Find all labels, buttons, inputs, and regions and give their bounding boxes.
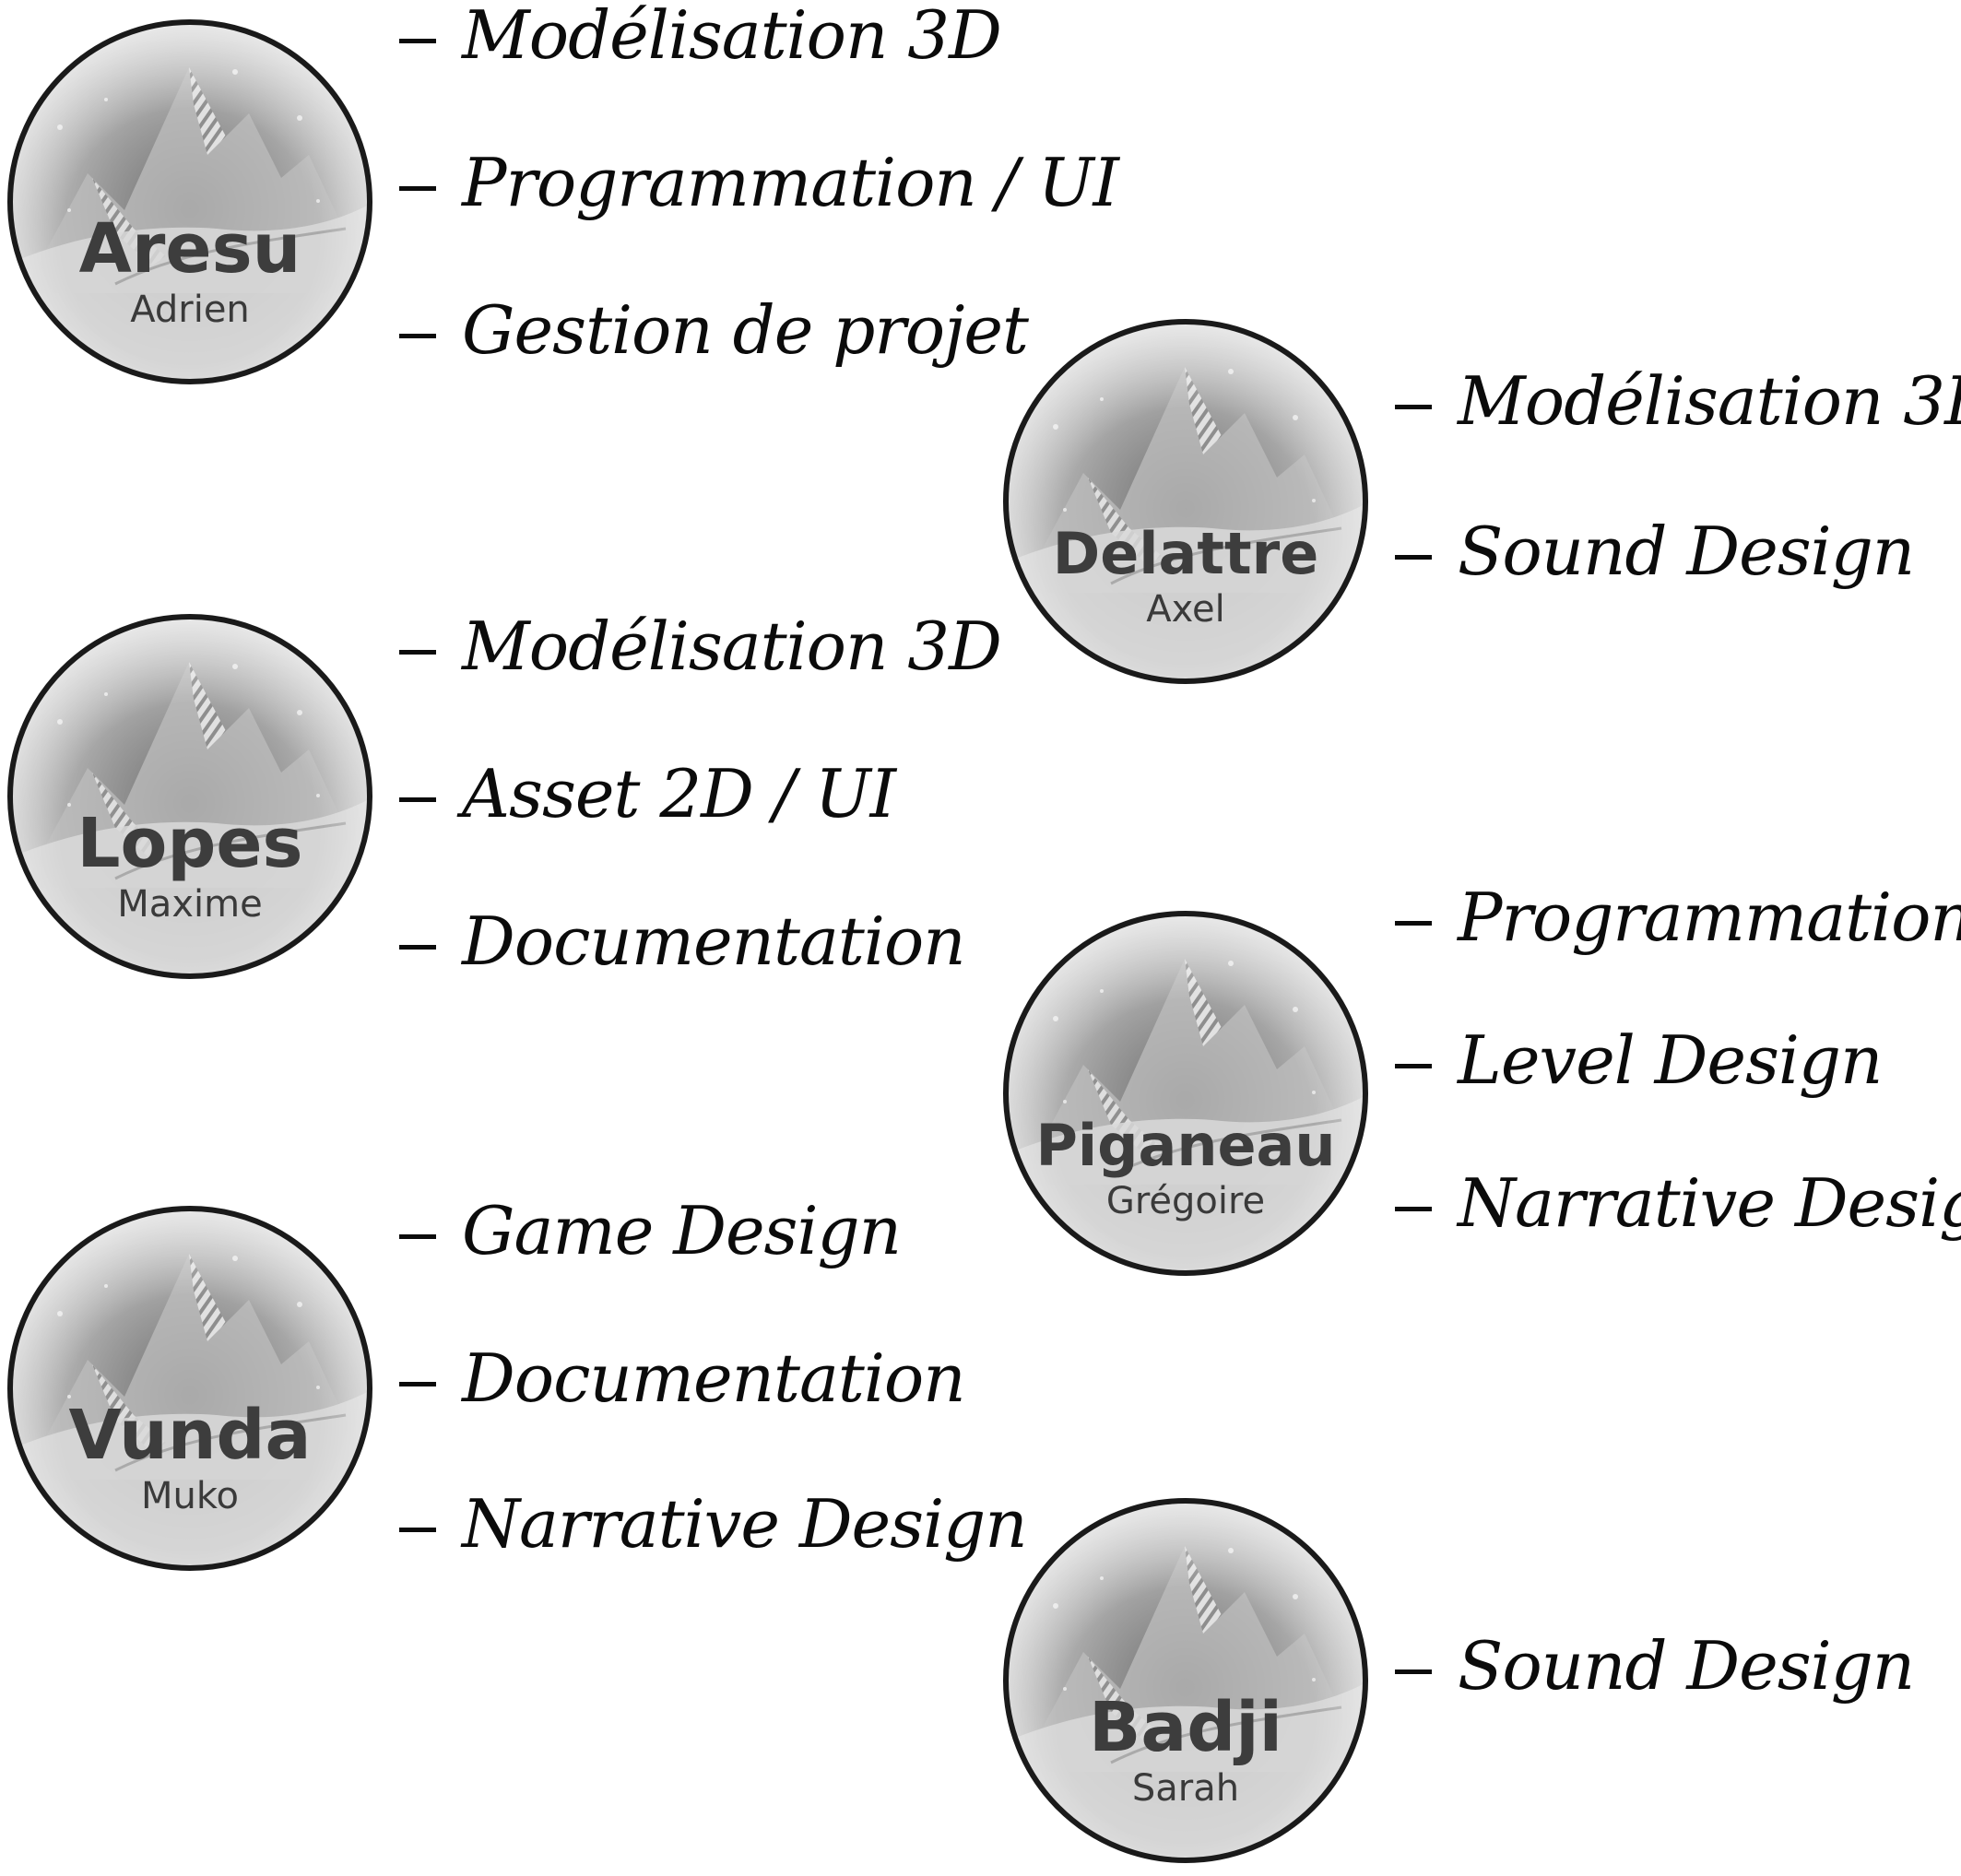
- dash-icon: [1395, 1023, 1432, 1097]
- dash-icon: [399, 1341, 436, 1415]
- team-badge: Aresu Adrien: [5, 17, 375, 387]
- member-surname: Lopes: [77, 804, 303, 883]
- role-item: Documentation: [399, 1341, 966, 1415]
- role-item: Narrative Design: [399, 1487, 1028, 1561]
- dash-icon: [399, 293, 436, 367]
- dash-icon: [399, 1487, 436, 1561]
- team-badge: Delattre Axel: [1000, 316, 1371, 687]
- dash-icon: [1395, 1166, 1432, 1240]
- role-item: Programmation / UI: [399, 146, 1119, 219]
- member-surname: Aresu: [78, 209, 301, 289]
- team-badge: Badji Sarah: [1000, 1495, 1371, 1866]
- role-item: Modélisation 3D: [399, 609, 1002, 683]
- team-badge: Lopes Maxime: [5, 611, 375, 982]
- member-surname: Delattre: [1052, 520, 1319, 587]
- team-badge: Piganeau Grégoire: [1000, 908, 1371, 1279]
- member-firstname: Muko: [140, 1475, 240, 1517]
- member-firstname: Maxime: [117, 883, 263, 926]
- role-item: Sound Design: [1395, 514, 1915, 588]
- dash-icon: [1395, 880, 1432, 954]
- member-firstname: Axel: [1146, 588, 1225, 631]
- role-item: Level Design: [1395, 1023, 1883, 1097]
- team-badge: Vunda Muko: [5, 1203, 375, 1574]
- role-item: Narrative Design: [1395, 1166, 1961, 1240]
- dash-icon: [399, 904, 436, 978]
- role-item: Sound Design: [1395, 1629, 1915, 1703]
- member-firstname: Grégoire: [1105, 1180, 1266, 1222]
- member-surname: Vunda: [68, 1396, 312, 1475]
- role-item: Modélisation 3D: [1395, 364, 1961, 438]
- dash-icon: [1395, 514, 1432, 588]
- dash-icon: [399, 1194, 436, 1268]
- role-item: Gestion de projet: [399, 293, 1029, 367]
- role-item: Game Design: [399, 1194, 902, 1268]
- member-firstname: Adrien: [130, 289, 250, 331]
- member-surname: Piganeau: [1035, 1112, 1336, 1179]
- member-firstname: Sarah: [1131, 1767, 1240, 1810]
- dash-icon: [1395, 364, 1432, 438]
- dash-icon: [399, 757, 436, 831]
- dash-icon: [399, 146, 436, 219]
- member-surname: Badji: [1088, 1688, 1283, 1767]
- dash-icon: [399, 0, 436, 72]
- dash-icon: [1395, 1629, 1432, 1703]
- role-item: Modélisation 3D: [399, 0, 1002, 72]
- role-item: Asset 2D / UI: [399, 757, 896, 831]
- role-item: Documentation: [399, 904, 966, 978]
- role-item: Programmation: [1395, 880, 1961, 954]
- dash-icon: [399, 609, 436, 683]
